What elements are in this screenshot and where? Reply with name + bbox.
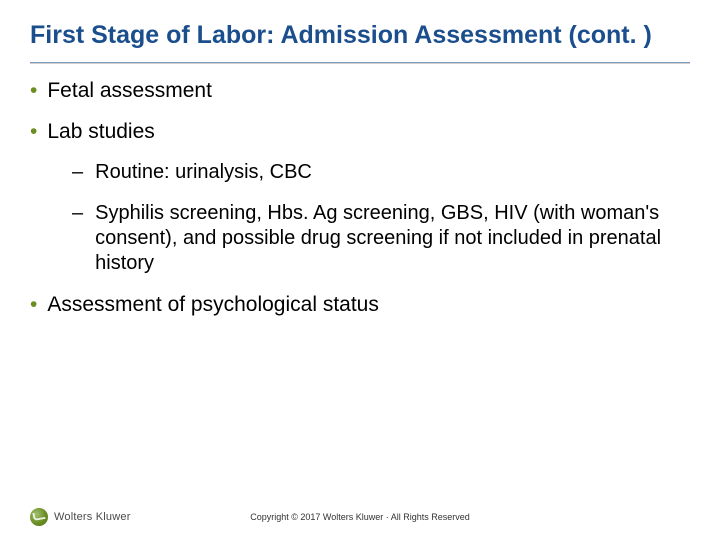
bullet-text: Lab studies [47, 119, 154, 144]
bullet-level1: • Assessment of psychological status [30, 292, 690, 317]
bullet-text: Routine: urinalysis, CBC [95, 160, 312, 185]
bullet-text: Assessment of psychological status [47, 292, 379, 317]
bullet-level1: • Fetal assessment [30, 78, 690, 103]
bullet-dash-icon: – [72, 160, 83, 185]
bullet-dot-icon: • [30, 78, 37, 103]
bullet-dash-icon: – [72, 201, 83, 226]
content-area: • Fetal assessment • Lab studies – Routi… [0, 78, 720, 318]
slide-title: First Stage of Labor: Admission Assessme… [0, 0, 720, 62]
copyright-footer: Copyright © 2017 Wolters Kluwer · All Ri… [0, 512, 720, 522]
bullet-level2: – Routine: urinalysis, CBC [72, 160, 690, 185]
bullet-text: Syphilis screening, Hbs. Ag screening, G… [95, 201, 690, 276]
slide: First Stage of Labor: Admission Assessme… [0, 0, 720, 540]
bullet-level1: • Lab studies [30, 119, 690, 144]
bullet-dot-icon: • [30, 119, 37, 144]
bullet-dot-icon: • [30, 292, 37, 317]
title-divider [30, 62, 690, 64]
bullet-text: Fetal assessment [47, 78, 212, 103]
bullet-level2: – Syphilis screening, Hbs. Ag screening,… [72, 201, 690, 276]
